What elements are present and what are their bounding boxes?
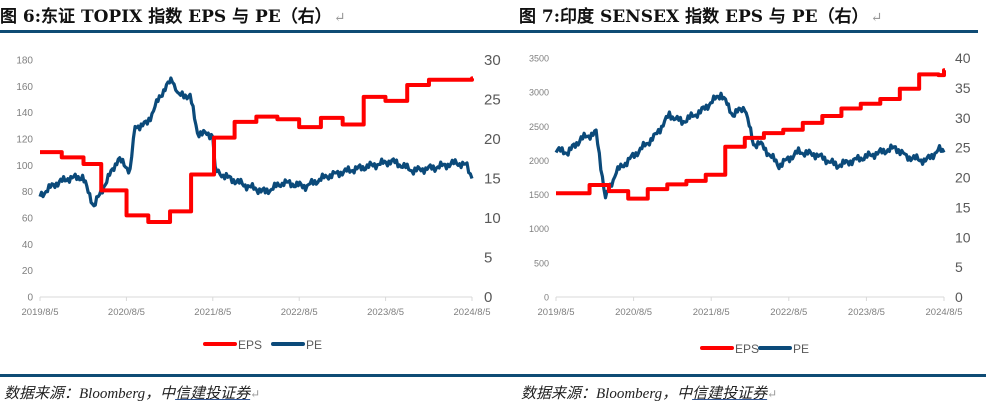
source-text: 数据来源：Bloomberg，中 xyxy=(4,386,176,402)
x-tick-label: 2020/8/5 xyxy=(108,307,145,318)
y-left-tick-label: 2000 xyxy=(529,156,549,166)
source-note-left: 数据来源：Bloomberg，中信建投证券↵ xyxy=(4,382,260,403)
x-tick-label: 2022/8/5 xyxy=(281,307,318,318)
x-tick-label: 2020/8/5 xyxy=(615,307,652,318)
return-mark-icon: ↵ xyxy=(333,10,346,26)
series-pe-line xyxy=(38,76,474,208)
title-text: 印度 SENSEX 指数 EPS 与 PE（右） xyxy=(560,7,869,27)
return-mark-icon: ↵ xyxy=(870,10,883,26)
x-tick-label: 2023/8/5 xyxy=(367,307,404,318)
x-tick-label: 2024/8/5 xyxy=(454,307,491,318)
y-left-tick-label: 140 xyxy=(16,108,33,119)
y-right-tick-label: 15 xyxy=(484,171,501,188)
y-left-tick-label: 3500 xyxy=(529,54,549,64)
series-eps-line xyxy=(40,76,474,224)
bottom-divider xyxy=(0,374,986,377)
y-left-tick-label: 20 xyxy=(22,266,34,277)
y-left-tick-label: 2500 xyxy=(529,122,549,132)
return-mark-icon: ↵ xyxy=(767,387,778,401)
y-left-tick-label: 120 xyxy=(16,135,33,146)
y-right-tick-label: 15 xyxy=(955,199,971,215)
y-right-tick-label: 10 xyxy=(955,229,971,245)
x-tick-label: 2023/8/5 xyxy=(848,307,885,318)
y-right-tick-label: 30 xyxy=(955,110,971,126)
y-left-tick-label: 0 xyxy=(544,293,549,303)
x-tick-label: 2019/8/5 xyxy=(22,307,59,318)
source-link: 信建投证券 xyxy=(175,386,251,402)
source-text: 数据来源：Bloomberg，中 xyxy=(521,386,693,402)
x-tick-label: 2021/8/5 xyxy=(693,307,730,318)
source-note-right: 数据来源：Bloomberg，中信建投证券↵ xyxy=(521,382,777,403)
y-left-tick-label: 100 xyxy=(16,161,33,172)
figure-number: 图 7: xyxy=(519,7,561,27)
y-right-tick-label: 25 xyxy=(484,92,501,109)
figure-number: 图 6: xyxy=(0,7,42,27)
source-link: 信建投证券 xyxy=(692,386,768,402)
y-right-tick-label: 10 xyxy=(484,210,501,227)
y-right-tick-label: 0 xyxy=(955,289,963,305)
title-text: 东证 TOPIX 指数 EPS 与 PE（右） xyxy=(41,7,332,27)
chart-title-left: 图 6:东证 TOPIX 指数 EPS 与 PE（右） ↵ xyxy=(0,2,346,27)
x-tick-label: 2022/8/5 xyxy=(770,307,807,318)
y-right-tick-label: 25 xyxy=(955,140,971,156)
y-left-tick-label: 1000 xyxy=(529,224,549,234)
y-left-tick-label: 180 xyxy=(16,56,33,67)
legend-label-eps: EPS xyxy=(735,342,759,356)
y-left-tick-label: 3000 xyxy=(529,88,549,98)
top-divider-right xyxy=(500,30,978,33)
y-right-tick-label: 30 xyxy=(484,52,501,69)
return-mark-icon: ↵ xyxy=(250,387,261,401)
y-right-tick-label: 35 xyxy=(955,80,971,96)
y-left-tick-label: 160 xyxy=(16,82,33,93)
y-right-tick-label: 5 xyxy=(484,250,492,267)
y-left-tick-label: 80 xyxy=(22,187,34,198)
x-tick-label: 2024/8/5 xyxy=(926,307,963,318)
y-right-tick-label: 40 xyxy=(955,50,971,66)
legend-label-pe: PE xyxy=(793,342,809,356)
x-tick-label: 2019/8/5 xyxy=(538,307,575,318)
y-right-tick-label: 20 xyxy=(955,170,971,186)
y-left-tick-label: 40 xyxy=(22,240,34,251)
legend-label-pe: PE xyxy=(306,338,322,352)
x-tick-label: 2021/8/5 xyxy=(194,307,231,318)
series-eps-line xyxy=(556,68,946,201)
y-right-tick-label: 0 xyxy=(484,289,492,306)
y-left-tick-label: 60 xyxy=(22,214,34,225)
legend-label-eps: EPS xyxy=(238,338,262,352)
y-right-tick-label: 20 xyxy=(484,131,501,148)
y-left-tick-label: 500 xyxy=(534,258,549,268)
y-left-tick-label: 1500 xyxy=(529,190,549,200)
y-right-tick-label: 5 xyxy=(955,259,963,275)
series-pe-line xyxy=(554,91,946,200)
chart-title-right: 图 7:印度 SENSEX 指数 EPS 与 PE（右） ↵ xyxy=(519,2,882,27)
top-divider-left xyxy=(0,30,500,33)
y-left-tick-label: 0 xyxy=(27,293,33,304)
